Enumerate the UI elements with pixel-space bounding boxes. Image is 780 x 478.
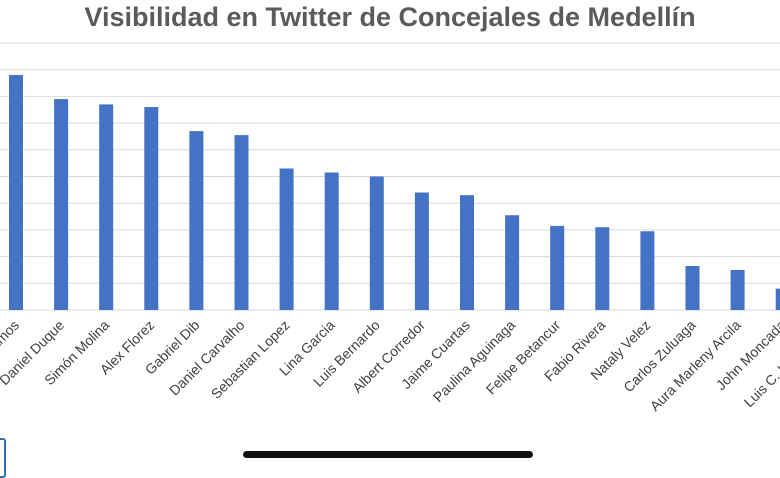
chart-title: Visibilidad en Twitter de Concejales de … [84,2,696,32]
bar-3 [144,107,159,310]
window-frame-edge [0,438,6,478]
bar-4 [189,131,204,310]
bar-0 [9,75,23,310]
bar-2 [99,104,114,310]
bar-6 [279,168,294,310]
bar-14 [640,231,655,310]
home-indicator-bar[interactable] [243,451,533,458]
bar-13 [595,227,610,310]
bar-16 [730,269,745,310]
bar-1 [54,99,69,310]
gridlines [0,42,780,311]
bar-8 [369,176,384,310]
category-label-11: Paulina Aguinaga [430,317,519,406]
bar-9 [414,192,429,310]
bar-5 [234,135,249,310]
bar-15 [685,265,700,310]
bar-7 [324,172,339,310]
bar-10 [460,195,474,310]
bar-12 [550,225,565,310]
bar-11 [505,215,520,310]
bar-17 [775,288,780,310]
category-label-6: Sebastian Lopez [208,317,293,402]
bars [9,75,780,310]
